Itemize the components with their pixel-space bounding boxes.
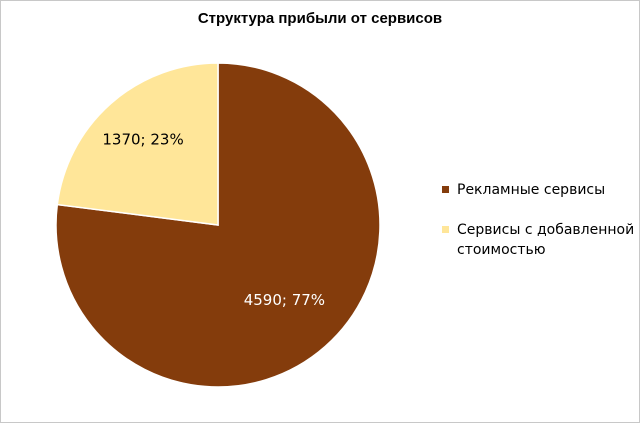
legend-label-ads: Рекламные сервисы bbox=[457, 182, 606, 198]
legend-item-ads: Рекламные сервисы bbox=[442, 180, 640, 200]
legend-label-vas: Сервисы с добавленной стоимостью bbox=[457, 222, 635, 258]
data-label-vas: 1370; 23% bbox=[102, 130, 183, 148]
legend-item-vas: Сервисы с добавленной стоимостью bbox=[442, 220, 640, 260]
pie-slice-vas bbox=[56, 62, 219, 226]
legend-swatch-ads bbox=[442, 186, 449, 193]
chart-title: Структура прибыли от сервисов bbox=[197, 10, 443, 27]
data-label-ads: 4590; 77% bbox=[244, 291, 325, 309]
chart-legend: Рекламные сервисы Сервисы с добавленной … bbox=[442, 180, 640, 280]
legend-swatch-vas bbox=[442, 226, 449, 233]
